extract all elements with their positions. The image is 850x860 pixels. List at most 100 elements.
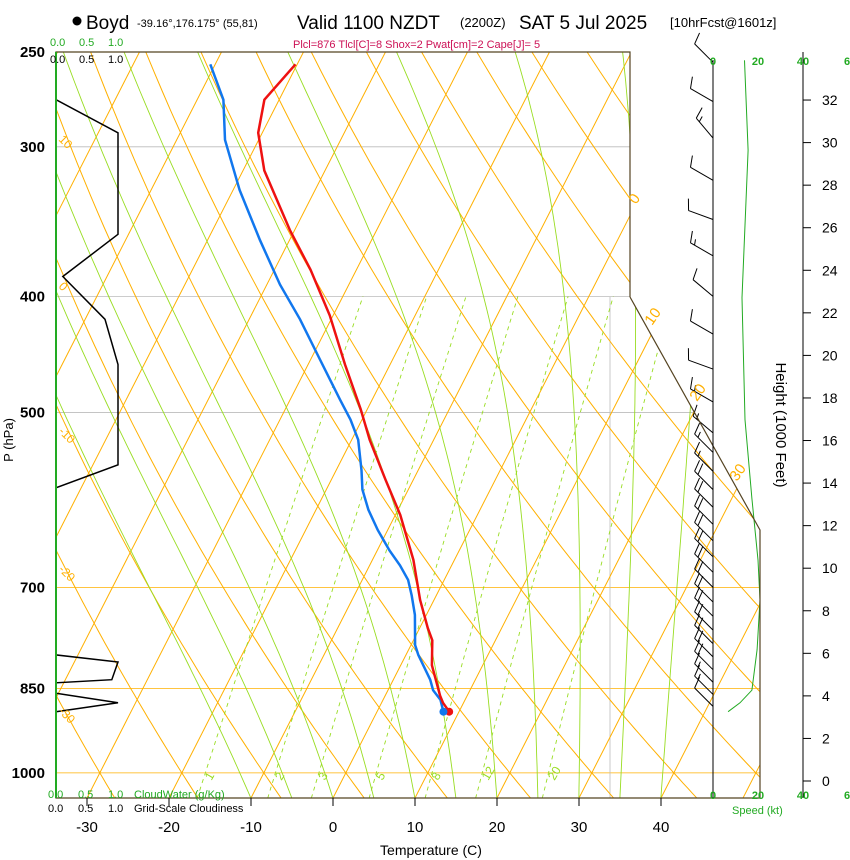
pressure-tick-label: 500 [20, 404, 45, 421]
wind-barb-staff [688, 210, 714, 220]
height-tick-label: 24 [822, 262, 838, 278]
cloudiness-tick: 0.5 [79, 54, 94, 66]
wind-barb [694, 542, 714, 573]
dry-adiabat-line [136, 52, 615, 798]
temperature-tick-label: 30 [571, 819, 588, 836]
height-tick-label: 20 [822, 347, 838, 363]
station-name: Boyd [86, 13, 129, 34]
wind-barb-flag [689, 155, 693, 168]
wind-speed-line [727, 60, 761, 713]
wind-barb-flag [694, 477, 700, 490]
height-tick-label: 2 [822, 730, 830, 746]
isotherm-label: 20 [686, 381, 709, 404]
isotherm-line [56, 52, 233, 798]
pressure-tick-label: 700 [20, 579, 45, 596]
wind-barb [694, 422, 714, 453]
isotherm-line [496, 52, 760, 798]
wind-barb [695, 107, 714, 139]
wind-barb [694, 652, 714, 683]
dry-adiabat-line [56, 52, 448, 798]
dry-adiabat-line [56, 52, 282, 798]
wind-barb [689, 309, 714, 335]
height-tick-label: 8 [822, 603, 830, 619]
x-axis-label: Temperature (C) [380, 842, 482, 858]
height-tick-label: 4 [822, 688, 830, 704]
wind-barb [689, 155, 714, 181]
wind-barb-flag [694, 557, 700, 570]
wind-barb-flag [694, 542, 700, 555]
isotherm-line [332, 52, 725, 798]
forecast-info: [10hrFcst@1601z] [670, 15, 776, 30]
wind-barb [689, 76, 714, 102]
wind-barb-flag [694, 586, 700, 599]
isotherm-line [56, 52, 151, 798]
wind-barb-flag [697, 481, 704, 493]
temperature-tick-label: -10 [240, 819, 262, 836]
adiabat-label: 10 [56, 132, 76, 152]
wind-barb [694, 557, 714, 588]
speed-tick: 20 [752, 56, 764, 68]
wind-barb-flag [697, 630, 704, 642]
wind-barb-flag [694, 460, 700, 472]
surface-temperature-point [445, 707, 454, 716]
wind-barb-flag [694, 676, 700, 689]
wind-barb-staff [694, 452, 714, 472]
utc-time: (2200Z) [460, 15, 506, 30]
dry-adiabat-line [572, 52, 760, 798]
moist-adiabat-line [56, 52, 293, 798]
wind-barb-flag [694, 664, 700, 677]
wind-barb-flag [692, 404, 698, 417]
station-coords: -39.16°,176.175° (55,81) [137, 18, 258, 30]
wind-barb-flag [694, 614, 700, 626]
mixing-ratio-label: 3 [315, 769, 331, 782]
isotherm-line [250, 52, 643, 798]
height-tick-label: 6 [822, 645, 830, 661]
pressure-tick-label: 850 [20, 680, 45, 697]
isotherm-line [168, 52, 561, 798]
dry-adiabat-line [56, 52, 365, 798]
cloudwater-tick: 0.0 [48, 789, 63, 801]
wind-barb-staff [694, 43, 714, 63]
speed-tick: 6 [844, 790, 850, 802]
cloudwater-tick: 1.0 [108, 789, 123, 801]
height-tick-label: 22 [822, 305, 838, 321]
wind-barb-flag [689, 309, 693, 322]
wind-barb-flag [697, 463, 704, 475]
wind-barb-flag [694, 441, 700, 454]
wind-barb [689, 230, 714, 257]
dry-adiabat-line [518, 52, 760, 798]
pressure-tick-label: 1000 [12, 765, 45, 782]
wind-barb-halfflag [697, 431, 701, 438]
wind-barb-staff [694, 597, 714, 617]
height-tick-label: 32 [822, 92, 838, 108]
y-axis-label: P (hPa) [1, 418, 16, 462]
wind-barb-staff [695, 117, 714, 139]
dry-adiabat-line [56, 52, 116, 798]
mixing-ratio-line [310, 296, 467, 798]
mixing-ratio-label: 12 [479, 764, 498, 783]
mixing-ratio-line [368, 296, 519, 798]
mixing-ratio-label: 5 [373, 769, 389, 782]
adiabat-label: -20 [56, 562, 78, 584]
speed-tick: 40 [797, 790, 809, 802]
mixing-ratio-line [267, 296, 428, 798]
wind-barb-flag [697, 575, 704, 588]
temperature-tick-label: 10 [407, 819, 424, 836]
wind-barb-flag [697, 617, 704, 629]
wind-barb-flag [692, 268, 698, 280]
wind-barb-halfflag [698, 116, 703, 122]
wind-barb [694, 676, 714, 707]
isotherm-line [86, 52, 479, 798]
speed-tick: 6 [844, 56, 850, 68]
wind-barb-flag [689, 377, 693, 390]
mixing-ratio-line [196, 296, 364, 798]
cloudwater-tick: 0.5 [78, 789, 93, 801]
wind-barb-staff [694, 687, 714, 707]
cloudiness-tick: 0.5 [78, 803, 93, 815]
mixing-ratio-line [541, 296, 674, 798]
wind-barb [694, 600, 714, 631]
wind-barb [694, 664, 714, 695]
wind-barb [694, 441, 714, 472]
indices-line: Plcl=876 Tlcl[C]=8 Shox=2 Pwat[cm]=2 Cap… [293, 39, 540, 51]
